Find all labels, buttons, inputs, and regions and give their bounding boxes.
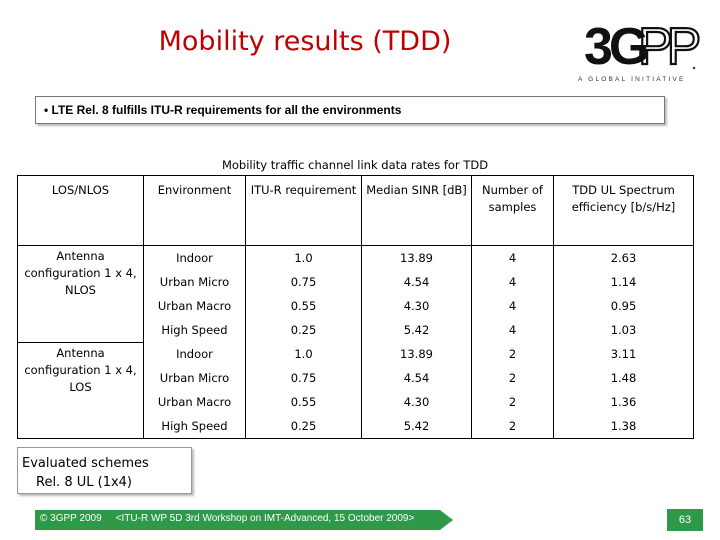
table-cell: 4.30 [361,294,472,318]
table-cell: 0.25 [245,318,362,342]
table-cell: 0.25 [245,414,362,439]
column-header: Number of samples [471,175,554,246]
schemes-title: Evaluated schemes [22,456,149,471]
table-row: Urban Macro 0.55 4.30 4 0.95 [18,294,694,318]
svg-text:3G: 3G [584,18,647,76]
table-cell: 4.30 [361,390,472,414]
table-cell: Urban Macro [143,390,246,414]
table-cell: High Speed [143,414,246,439]
schemes-value: Rel. 8 UL (1x4) [36,475,132,490]
table-cell: 4.54 [361,270,472,294]
table-row: Urban Micro 0.75 4.54 2 1.48 [18,366,694,390]
footer-copyright: © 3GPP 2009 [40,513,102,524]
table-cell: 1.0 [245,342,362,366]
footer-bar-shape [35,510,453,530]
column-header: ITU-R requirement [245,175,362,246]
table-cell: 2 [471,342,554,366]
requirement-statement: • LTE Rel. 8 fulfills ITU-R requirements… [35,96,665,124]
3gpp-logo: 3G PP A GLOBAL INITIATIVE [578,10,708,88]
table-row: High Speed 0.25 5.42 4 1.03 [18,318,694,342]
table-cell: 4.54 [361,366,472,390]
footer-text: © 3GPP 2009 <ITU-R WP 5D 3rd Workshop on … [40,512,414,525]
table-cell: 2.63 [553,245,694,270]
table-row: Antenna configuration 1 x 4, NLOS Indoor… [17,245,694,343]
group-label-los: Antenna configuration 1 x 4, LOS [17,342,144,439]
table-cell: Indoor [143,342,246,366]
table-cell: 4 [471,318,554,342]
footer-bar: © 3GPP 2009 <ITU-R WP 5D 3rd Workshop on … [35,510,455,530]
logo-tagline: A GLOBAL INITIATIVE [578,76,686,83]
table-cell: Urban Micro [143,366,246,390]
table-row: Antenna configuration 1 x 4, LOS Indoor … [17,342,694,439]
table-cell: 5.42 [361,414,472,439]
table-cell: 2 [471,414,554,439]
table-cell: 4 [471,245,554,270]
page-number-badge: 63 [667,509,703,531]
table-cell: High Speed [143,318,246,342]
table-cell: 1.36 [553,390,694,414]
table-cell: 0.55 [245,294,362,318]
table-cell: 3.11 [553,342,694,366]
table-cell: 0.55 [245,390,362,414]
table-cell: 2 [471,390,554,414]
table-cell: 2 [471,366,554,390]
column-header: Median SINR [dB] [361,175,472,246]
footer-workshop: <ITU-R WP 5D 3rd Workshop on IMT-Advance… [115,513,415,524]
table-cell: 5.42 [361,318,472,342]
column-header: TDD UL Spectrum efficiency [b/s/Hz] [553,175,694,246]
svg-text:PP: PP [638,18,699,76]
table-cell: 1.48 [553,366,694,390]
table-cell: Indoor [143,245,246,270]
table-cell: 1.38 [553,414,694,439]
table-cell: 1.03 [553,318,694,342]
column-header: Environment [143,175,246,246]
column-header: LOS/NLOS [17,175,144,246]
table-cell: 0.75 [245,270,362,294]
table-cell: Urban Micro [143,270,246,294]
table-row: Urban Micro 0.75 4.54 4 1.14 [18,270,694,294]
table-cell: 13.89 [361,342,472,366]
table-cell: 1.14 [553,270,694,294]
group-label-nlos: Antenna configuration 1 x 4, NLOS [17,245,144,343]
table-caption: Mobility traffic channel link data rates… [221,158,489,172]
table-cell: 4 [471,294,554,318]
table-cell: 1.0 [245,245,362,270]
table-row: High Speed 0.25 5.42 2 1.38 [18,414,694,439]
table-cell: 4 [471,270,554,294]
evaluated-schemes-box: Evaluated schemes Rel. 8 UL (1x4) [17,447,192,494]
table-header-row: LOS/NLOS Environment ITU-R requirement M… [17,175,694,246]
slide-title: Mobility results (TDD) [158,26,452,57]
table-cell: Urban Macro [143,294,246,318]
mobility-results-table: LOS/NLOS Environment ITU-R requirement M… [17,175,694,439]
table-cell: 0.95 [553,294,694,318]
table-row: Urban Macro 0.55 4.30 2 1.36 [18,390,694,414]
table-cell: 0.75 [245,366,362,390]
table-cell: 13.89 [361,245,472,270]
